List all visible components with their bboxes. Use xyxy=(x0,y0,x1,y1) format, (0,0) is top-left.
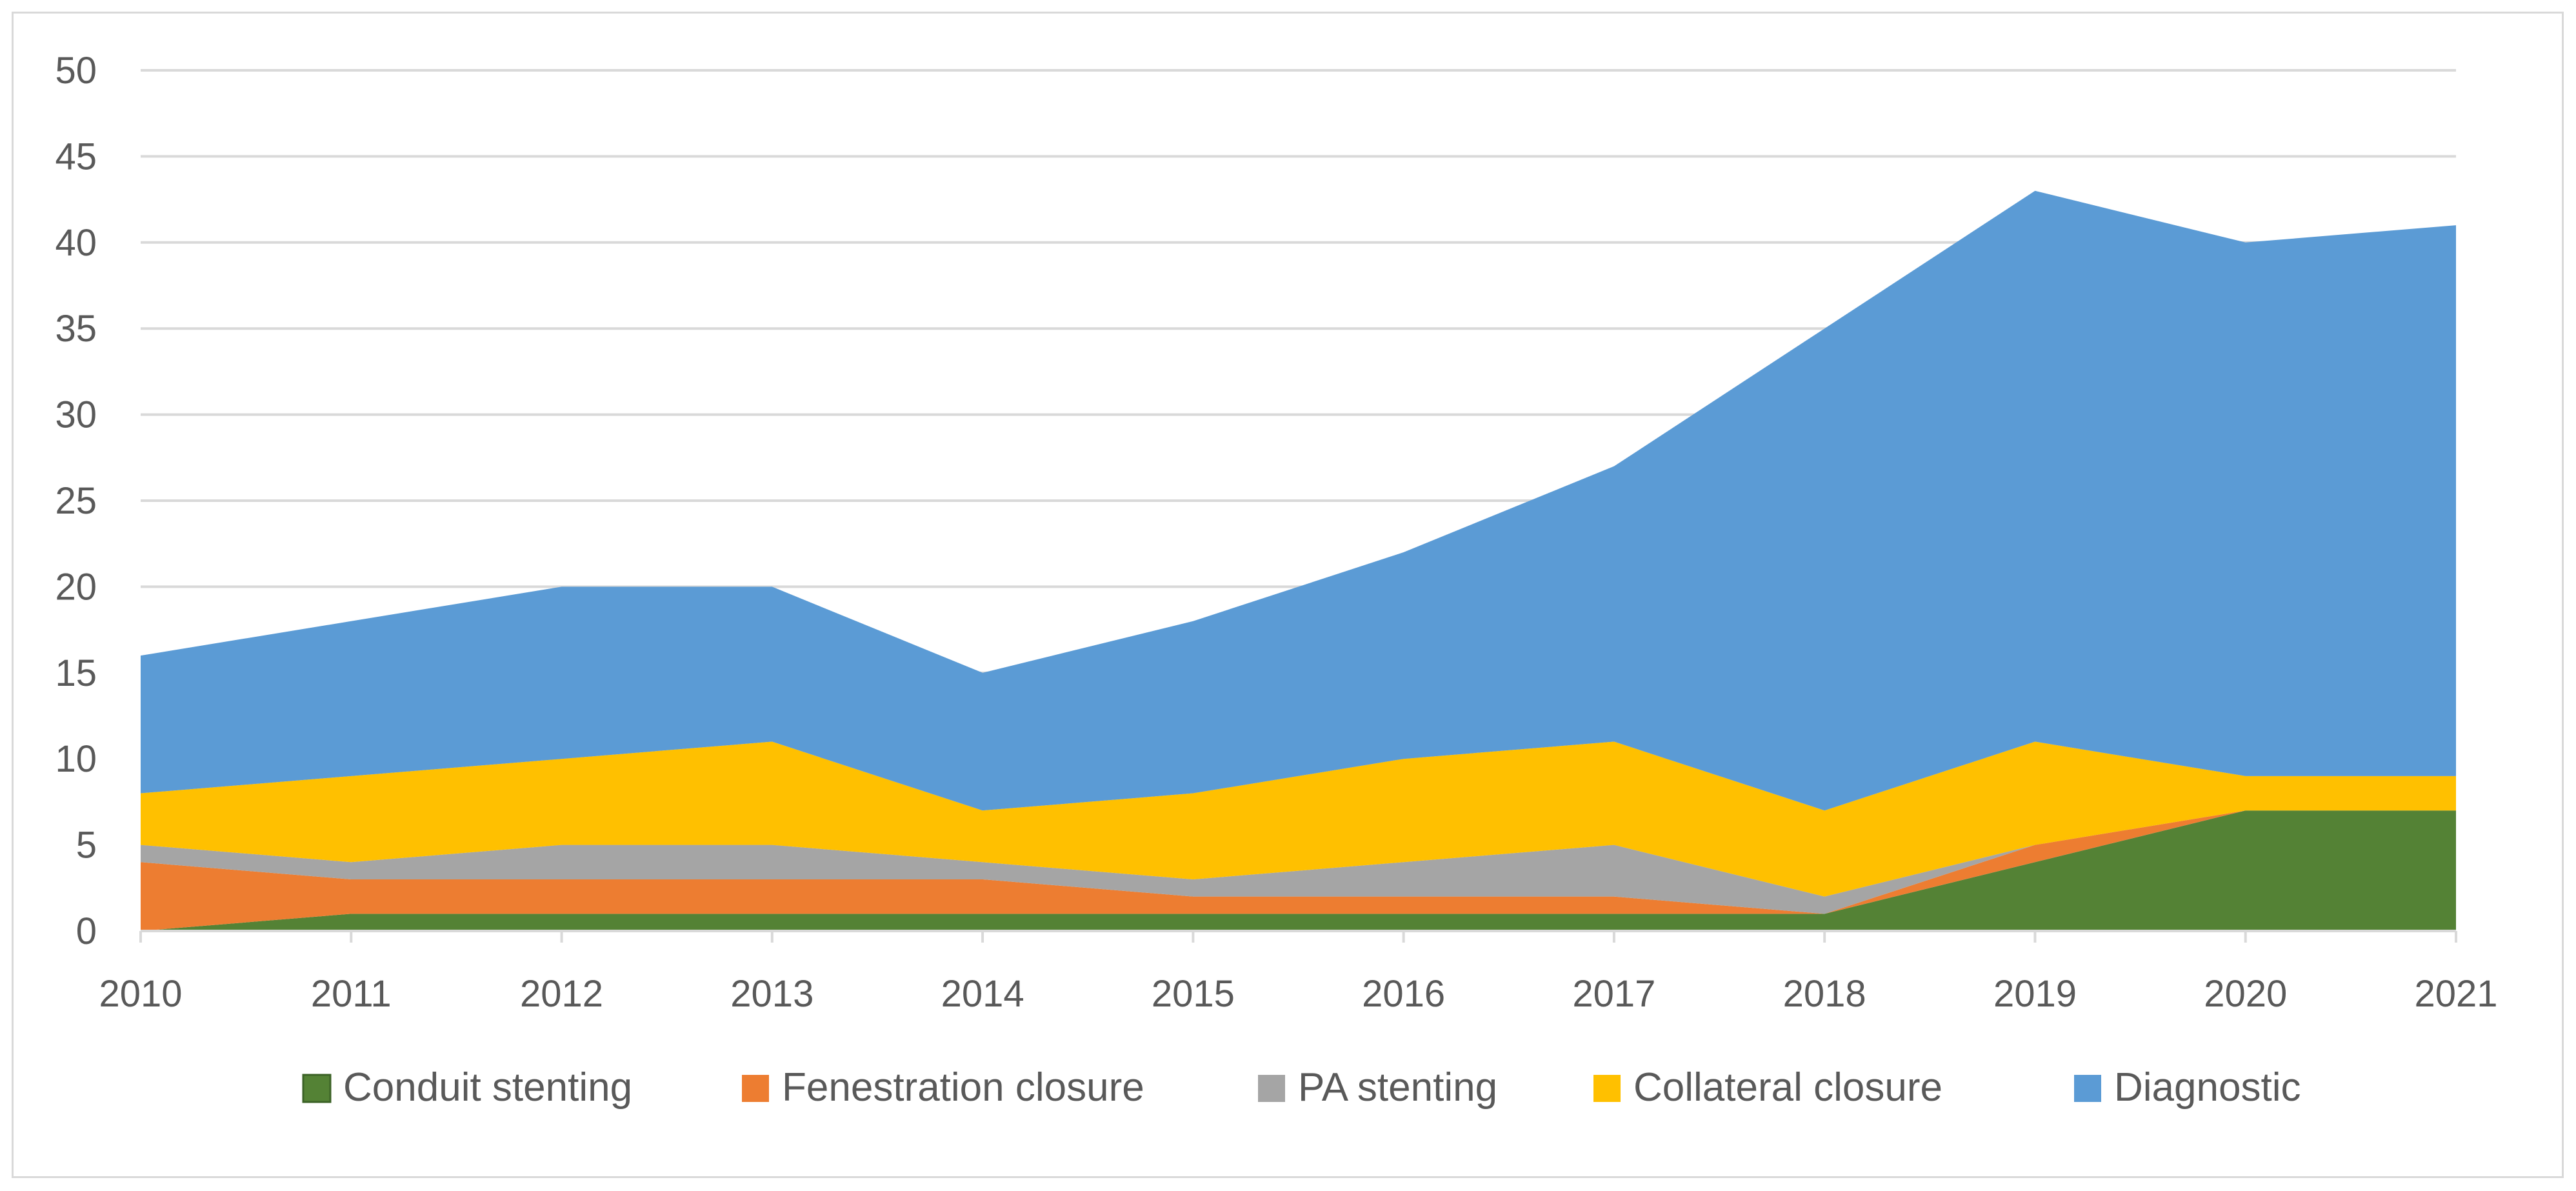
area-diagnostic xyxy=(141,190,2456,811)
y-tick-label-15: 15 xyxy=(55,652,97,694)
legend-swatch-collateral-closure xyxy=(1593,1075,1621,1102)
legend-swatch-pa-stenting xyxy=(1258,1075,1285,1102)
y-tick-label-25: 25 xyxy=(55,480,97,522)
x-tick-label-2010: 2010 xyxy=(99,973,182,1015)
y-tick-label-50: 50 xyxy=(55,50,97,92)
legend-item-diagnostic: Diagnostic xyxy=(2074,1065,2301,1110)
area-fenestration-closure xyxy=(141,810,2456,931)
area-conduit-stenting xyxy=(141,810,2456,931)
x-axis xyxy=(139,930,2457,943)
area-collateral-closure xyxy=(141,741,2456,897)
legend-item-conduit-stenting: Conduit stenting xyxy=(302,1065,632,1110)
y-axis-tick-labels: 0 5 10 15 20 25 30 35 40 45 50 xyxy=(55,50,97,952)
y-tick-label-20: 20 xyxy=(55,566,97,608)
legend-label-collateral-closure: Collateral closure xyxy=(1633,1065,1942,1110)
series-areas xyxy=(141,190,2456,931)
legend-swatch-conduit-stenting xyxy=(302,1074,332,1103)
x-tick-label-2018: 2018 xyxy=(1783,973,1866,1015)
y-tick-label-5: 5 xyxy=(76,825,97,866)
legend-swatch-fenestration-closure xyxy=(742,1075,769,1102)
x-tick-label-2011: 2011 xyxy=(311,973,392,1015)
y-tick-label-35: 35 xyxy=(55,308,97,350)
x-tick-label-2016: 2016 xyxy=(1362,973,1445,1015)
y-tick-label-10: 10 xyxy=(55,738,97,780)
legend-item-pa-stenting: PA stenting xyxy=(1258,1065,1497,1110)
legend-swatch-diagnostic xyxy=(2074,1075,2101,1102)
legend: Conduit stenting Fenestration closure PA s… xyxy=(302,1065,2301,1110)
legend-label-pa-stenting: PA stenting xyxy=(1298,1065,1497,1110)
x-axis-tick-labels: 2010 2011 2012 2013 2014 2015 2016 2017 2018 2019… xyxy=(99,973,2497,1015)
x-tick-label-2015: 2015 xyxy=(1152,973,1235,1015)
legend-label-diagnostic: Diagnostic xyxy=(2114,1065,2301,1110)
y-tick-label-40: 40 xyxy=(55,222,97,264)
y-tick-label-45: 45 xyxy=(55,135,97,177)
y-tick-label-0: 0 xyxy=(76,910,97,952)
x-tick-label-2012: 2012 xyxy=(520,973,603,1015)
x-tick-label-2020: 2020 xyxy=(2204,973,2287,1015)
y-tick-label-30: 30 xyxy=(55,394,97,436)
x-tick-label-2013: 2013 xyxy=(730,973,814,1015)
legend-label-conduit-stenting: Conduit stenting xyxy=(343,1065,632,1110)
legend-item-collateral-closure: Collateral closure xyxy=(1593,1065,1942,1110)
legend-label-fenestration-closure: Fenestration closure xyxy=(782,1065,1144,1110)
legend-item-fenestration-closure: Fenestration closure xyxy=(742,1065,1144,1110)
x-tick-label-2017: 2017 xyxy=(1572,973,1655,1015)
x-tick-label-2021: 2021 xyxy=(2414,973,2497,1015)
x-tick-label-2014: 2014 xyxy=(941,973,1024,1015)
area-pa-stenting xyxy=(141,810,2456,914)
x-tick-label-2019: 2019 xyxy=(1993,973,2077,1015)
